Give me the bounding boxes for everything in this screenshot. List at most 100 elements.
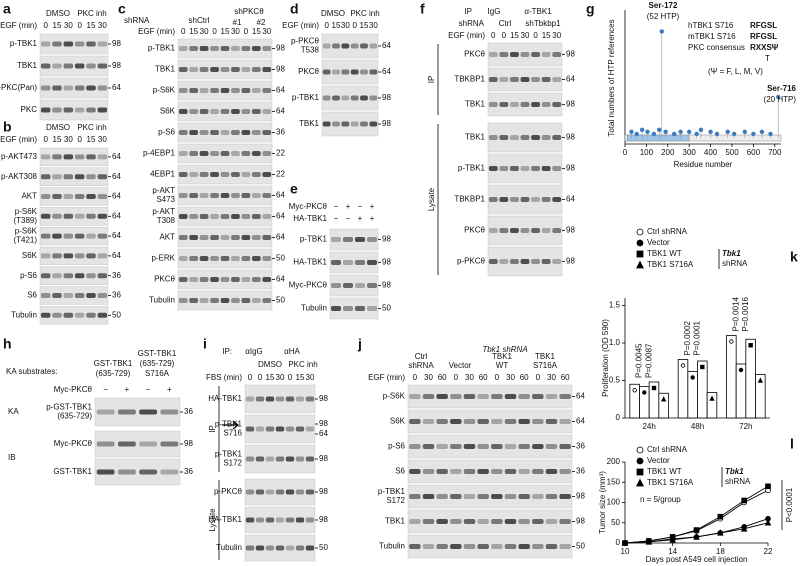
band (305, 517, 315, 523)
band (251, 151, 261, 156)
band (231, 298, 240, 303)
band (265, 426, 275, 432)
band (541, 52, 551, 57)
lollipop-head (678, 129, 683, 135)
band (531, 197, 541, 202)
lane-label: 30 (506, 373, 515, 382)
band (52, 194, 62, 199)
marker (740, 525, 748, 532)
row-label: p-PKCθ (214, 487, 243, 496)
row-label: HA-TBK1 (293, 258, 327, 267)
band (189, 277, 199, 282)
band (97, 273, 108, 279)
lane-label: 30 (231, 27, 240, 36)
band (40, 107, 51, 113)
band (251, 109, 261, 114)
band (40, 63, 51, 69)
x-axis-label: Days post A549 cell injection (646, 555, 748, 564)
band (86, 41, 96, 47)
marker (661, 396, 667, 402)
marker (717, 513, 724, 520)
band (231, 235, 240, 240)
band (350, 69, 359, 75)
sequence-motif: RXXSΨ (750, 43, 779, 52)
band (189, 46, 199, 51)
blot-strip (94, 397, 181, 427)
band (199, 67, 209, 72)
mw-label: 98 (566, 257, 575, 266)
band (245, 456, 255, 462)
band (409, 469, 421, 474)
band (241, 298, 251, 303)
band (545, 419, 558, 424)
lane-label: − (103, 385, 108, 394)
mw-label: 50 (319, 543, 328, 552)
band (285, 456, 295, 462)
band (251, 235, 261, 240)
band (199, 46, 209, 51)
row-label: (635-729) (57, 412, 92, 421)
band (220, 88, 230, 93)
band (552, 228, 562, 233)
band (509, 52, 519, 57)
mw-label: 98 (276, 44, 285, 53)
band (322, 69, 331, 75)
mw-label: 64 (276, 233, 285, 242)
band (322, 121, 331, 127)
band (275, 545, 285, 551)
bar (755, 374, 766, 419)
band (199, 214, 209, 219)
band (245, 489, 255, 495)
bar (706, 392, 718, 419)
band (532, 444, 544, 449)
row-label: Myc-PKCθ (54, 439, 93, 448)
lane-label: 30 (547, 373, 556, 382)
band (251, 172, 261, 177)
header-label: DMSO (321, 9, 345, 18)
lane-label: 30 (200, 27, 209, 36)
header-label: WT (496, 361, 509, 370)
marker (669, 535, 676, 543)
mw-label: 64 (276, 86, 285, 95)
band (52, 107, 62, 113)
mw-label: 98 (319, 515, 328, 524)
band (275, 426, 285, 432)
mw-label: 98 (319, 419, 328, 428)
header-label: IP: (222, 347, 232, 356)
mw-label: 50 (276, 254, 285, 263)
band (52, 273, 62, 279)
header-label: GST-TBK1 (138, 349, 177, 358)
mw-label: 64 (576, 392, 585, 401)
lane-label: 30 (64, 21, 73, 30)
band (366, 283, 378, 288)
lane-label: 30 (262, 27, 271, 36)
band (178, 67, 188, 72)
band (477, 419, 489, 424)
band (40, 154, 51, 160)
lollipop-head (659, 29, 665, 34)
row-label: p-TBK1 (215, 450, 243, 459)
x-tick-label: 14 (668, 547, 677, 556)
condition-label: EGF (min) (368, 373, 405, 382)
band (520, 52, 530, 57)
band (231, 172, 240, 177)
band (52, 174, 62, 180)
header-label: shPKCθ (234, 7, 264, 16)
band (178, 277, 188, 282)
band (341, 43, 350, 49)
sequence-name: hTBK1 S716 (688, 21, 734, 30)
band (360, 43, 368, 49)
band (220, 214, 230, 219)
legend-group: shRNA (722, 259, 748, 268)
band (52, 213, 62, 219)
band (74, 233, 85, 239)
header-label: IgG (488, 7, 501, 16)
band (241, 67, 251, 72)
p-value: P=0.0001 (693, 320, 702, 355)
header-label: KA substrates: (6, 367, 58, 376)
band (477, 444, 489, 449)
band (210, 88, 219, 93)
band (189, 67, 199, 72)
band (491, 519, 503, 524)
panel-label: b (3, 119, 12, 135)
